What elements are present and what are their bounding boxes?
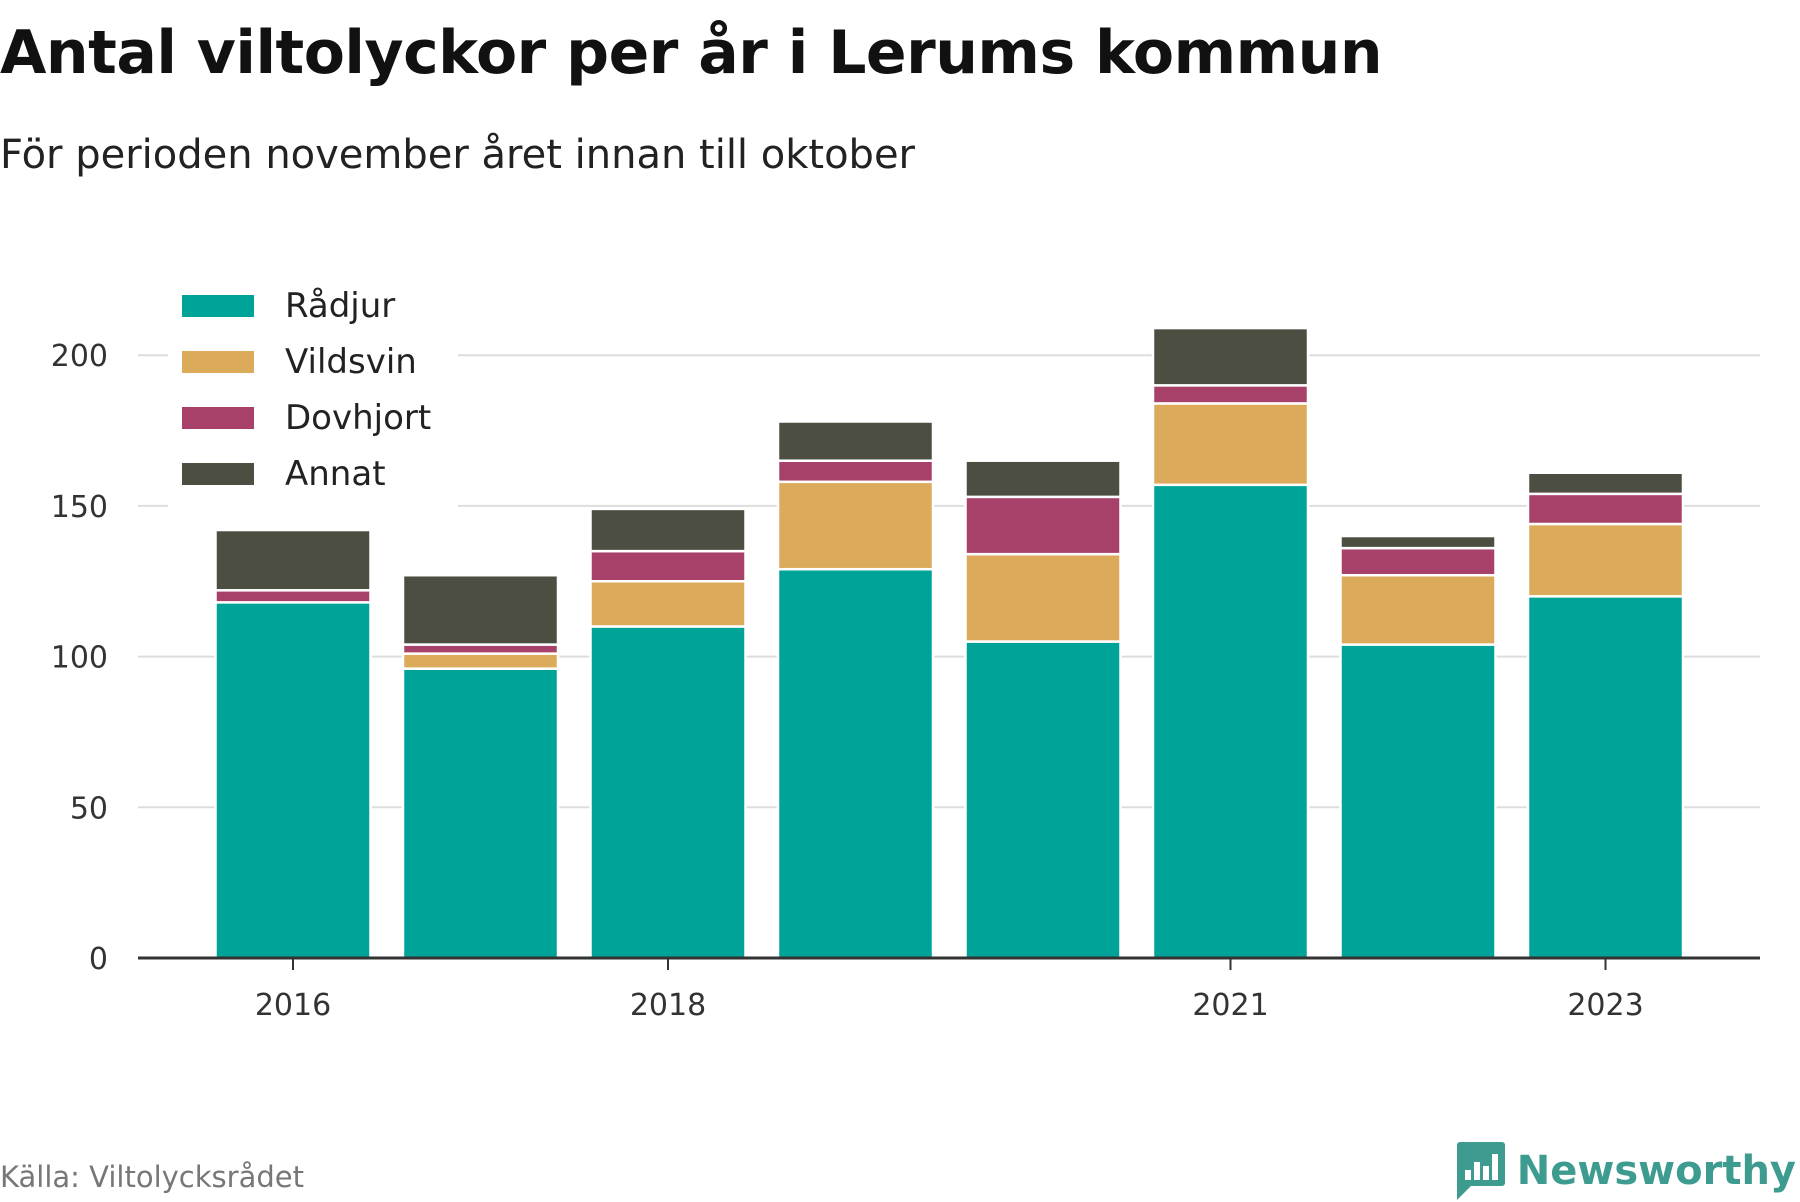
legend-swatch-annat bbox=[182, 463, 254, 485]
bar-segment-dovhjort bbox=[1526, 492, 1685, 526]
y-tick-label: 100 bbox=[51, 641, 108, 676]
bar-segment-rådjur bbox=[214, 601, 372, 960]
bar-segment-rådjur bbox=[1151, 483, 1310, 960]
bar-segment-vildsvin bbox=[589, 580, 747, 628]
chart-title: Antal viltolyckor per år i Lerums kommun bbox=[0, 18, 1383, 88]
y-tick-label: 50 bbox=[70, 791, 108, 826]
bar-segment-annat bbox=[1339, 534, 1497, 550]
bars bbox=[214, 326, 1685, 960]
legend-label-vildsvin: Vildsvin bbox=[285, 342, 417, 382]
legend-label-rådjur: Rådjur bbox=[285, 286, 395, 326]
bar-segment-vildsvin bbox=[964, 552, 1122, 643]
x-tick-label: 2018 bbox=[630, 988, 706, 1023]
bar-segment-dovhjort bbox=[401, 643, 560, 655]
bar-segment-vildsvin bbox=[1526, 522, 1685, 598]
legend-label-annat: Annat bbox=[285, 454, 386, 494]
bar-segment-annat bbox=[214, 528, 372, 592]
x-tick-label: 2016 bbox=[255, 988, 331, 1023]
y-tick-label: 200 bbox=[51, 339, 108, 374]
x-tick-label: 2021 bbox=[1192, 988, 1268, 1023]
bar-segment-vildsvin bbox=[776, 480, 935, 571]
bar-segment-vildsvin bbox=[1339, 573, 1497, 646]
brand-name: Newsworthy bbox=[1516, 1148, 1796, 1194]
bar-segment-dovhjort bbox=[776, 459, 935, 484]
y-tick-label: 150 bbox=[51, 490, 108, 525]
bar-stack-2017 bbox=[401, 573, 560, 960]
bar-stack-2020 bbox=[964, 459, 1122, 960]
bar-segment-rådjur bbox=[1526, 595, 1685, 960]
bar-stack-2019 bbox=[776, 420, 935, 960]
bar-stack-2021 bbox=[1151, 326, 1310, 960]
bar-segment-dovhjort bbox=[214, 589, 372, 604]
bar-segment-dovhjort bbox=[589, 549, 747, 583]
bar-segment-vildsvin bbox=[1151, 402, 1310, 487]
source-note: Källa: Viltolycksrådet bbox=[0, 1160, 304, 1194]
bar-stack-2023 bbox=[1526, 471, 1685, 960]
legend-swatch-rådjur bbox=[182, 295, 254, 317]
chart-subtitle: För perioden november året innan till ok… bbox=[0, 132, 915, 178]
y-tick-label: 0 bbox=[89, 942, 108, 977]
bar-segment-dovhjort bbox=[964, 495, 1122, 556]
newsworthy-brand: Newsworthy bbox=[1455, 1140, 1796, 1202]
legend-label-dovhjort: Dovhjort bbox=[285, 398, 431, 438]
bar-segment-rådjur bbox=[589, 625, 747, 960]
newsworthy-logo-icon bbox=[1456, 1142, 1505, 1200]
bar-segment-annat bbox=[964, 459, 1122, 499]
bar-segment-rådjur bbox=[1339, 643, 1497, 960]
bar-stack-2022 bbox=[1339, 534, 1497, 960]
bar-stack-2016 bbox=[214, 528, 372, 960]
bar-segment-annat bbox=[401, 573, 560, 646]
x-tick-label: 2023 bbox=[1567, 988, 1643, 1023]
bar-segment-annat bbox=[589, 507, 747, 553]
bar-segment-annat bbox=[1151, 326, 1310, 387]
bar-segment-vildsvin bbox=[401, 652, 560, 670]
bar-segment-dovhjort bbox=[1339, 546, 1497, 577]
bar-segment-dovhjort bbox=[1151, 384, 1310, 405]
bar-segment-rådjur bbox=[401, 667, 560, 960]
bar-segment-rådjur bbox=[964, 640, 1122, 960]
legend: Rådjur Vildsvin Dovhjort Annat bbox=[168, 272, 458, 507]
legend-swatch-vildsvin bbox=[182, 351, 254, 373]
bar-segment-rådjur bbox=[776, 567, 935, 960]
bar-segment-annat bbox=[1526, 471, 1685, 496]
bar-segment-annat bbox=[776, 420, 935, 462]
bar-stack-2018 bbox=[589, 507, 747, 960]
legend-swatch-dovhjort bbox=[182, 407, 254, 429]
